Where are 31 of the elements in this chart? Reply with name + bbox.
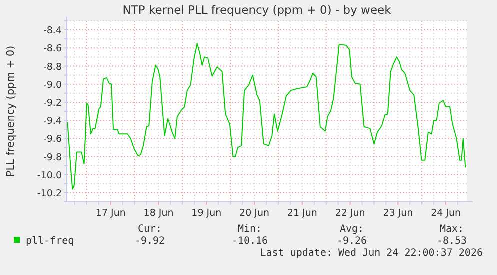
y-tick-label: -9.2 [43, 98, 62, 109]
y-tick-label: -8.6 [43, 44, 62, 55]
text: -8.53 [436, 236, 468, 247]
x-tick-label: 20 Jun [240, 208, 270, 219]
text: Max: [440, 224, 464, 235]
y-tick-label: -9.0 [43, 80, 62, 91]
y-tick-label: -10.0 [37, 170, 62, 182]
x-tick-label: 21 Jun [287, 208, 318, 219]
y-tick-label: -9.4 [43, 116, 62, 128]
x-tick-label: 22 Jun [335, 208, 366, 219]
text: Cur: [138, 224, 162, 235]
text: Min: [238, 224, 262, 235]
y-tick-label: -10.2 [37, 188, 62, 200]
x-tick-label: 23 Jun [383, 208, 414, 219]
x-tick-label: 17 Jun [96, 208, 126, 219]
text: Last update: Wed Jun 24 22:00:37 2026 [260, 248, 483, 259]
y-axis-title: PLL frequency (ppm + 0) [5, 46, 17, 178]
text: Avg: [340, 224, 364, 235]
text: -9.26 [336, 236, 368, 247]
legend-label: pll-freq [26, 236, 74, 247]
text: -9.92 [134, 236, 166, 247]
y-tick-label: -9.6 [43, 134, 62, 146]
y-tick-label: -8.8 [43, 62, 62, 73]
y-tick-label: -8.4 [43, 26, 62, 37]
x-tick-label: 18 Jun [144, 208, 174, 219]
y-tick-label: -9.8 [43, 152, 62, 164]
line-series [67, 43, 466, 190]
text: -10.16 [232, 236, 268, 247]
chart-title: NTP kernel PLL frequency (ppm + 0) - by week [122, 3, 392, 17]
x-tick-label: 24 Jun [431, 208, 462, 219]
x-tick-label: 19 Jun [192, 208, 222, 219]
